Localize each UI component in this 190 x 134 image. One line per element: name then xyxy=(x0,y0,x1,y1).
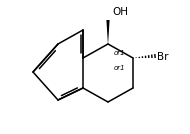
Text: or1: or1 xyxy=(114,65,126,71)
Text: OH: OH xyxy=(112,7,128,17)
Polygon shape xyxy=(106,20,110,44)
Text: Br: Br xyxy=(157,52,169,62)
Text: or1: or1 xyxy=(114,50,126,56)
